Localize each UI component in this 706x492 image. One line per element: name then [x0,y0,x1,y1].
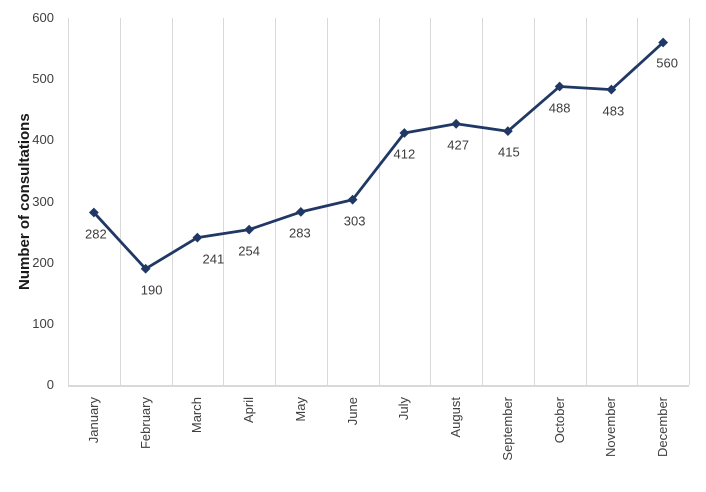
data-point-marker [192,232,203,243]
data-point-label: 488 [548,100,571,115]
data-point-label: 283 [289,225,311,241]
y-axis-tick-label: 600 [32,10,54,25]
x-axis-category-label: February [137,397,153,450]
data-point-marker [606,84,617,95]
data-point-marker [244,224,255,235]
data-point-label: 412 [393,146,416,162]
category-gridline [119,18,121,385]
x-axis-category-label: January [85,397,101,444]
data-point-label: 303 [343,213,366,229]
category-gridline [326,18,328,385]
x-axis-category-label: November [603,397,619,457]
data-point-marker [88,207,99,218]
data-point-marker [399,128,410,138]
data-point-label: 415 [498,144,520,160]
x-axis-category-label: May [292,397,308,422]
y-axis-tick-label: 100 [32,315,54,331]
category-gridline [585,18,587,385]
data-point-marker [658,37,669,48]
y-axis-tick-label: 500 [32,71,54,87]
y-axis-tick-label: 300 [32,193,54,209]
data-point-label: 483 [602,103,625,119]
data-point-label: 241 [202,251,225,267]
category-gridline [533,18,535,385]
x-axis-category-label: April [241,397,257,424]
category-gridline [637,18,639,385]
data-point-marker [140,263,151,274]
data-point-label: 560 [656,55,678,71]
data-point-label: 190 [140,282,163,298]
x-axis-line [68,385,689,387]
data-point-marker [451,118,462,129]
y-axis-tick-label: 0 [46,377,54,392]
category-gridline [171,18,173,385]
data-point-marker [554,81,565,92]
category-gridline [482,18,483,385]
category-gridline [689,18,690,385]
category-gridline [275,18,276,385]
data-point-marker [347,194,358,205]
data-point-label: 427 [447,137,469,153]
data-point-marker [502,126,513,137]
x-axis-category-label: September [499,397,515,461]
y-axis-tick-label: 200 [32,254,54,270]
y-axis-title: Number of consultations [16,113,33,290]
x-axis-category-label: August [448,397,464,438]
category-gridline [430,18,432,385]
data-point-label: 282 [85,226,107,241]
category-gridline [68,18,69,385]
x-axis-category-label: December [655,397,671,457]
data-point-marker [295,206,306,217]
x-axis-category-label: July [396,397,412,421]
x-axis-category-label: March [189,397,205,434]
category-gridline [223,18,225,385]
x-axis-category-label: October [551,397,567,444]
category-gridline [378,18,380,385]
y-axis-tick-label: 400 [32,132,54,148]
series-line [92,41,665,271]
x-axis-category-label: June [344,397,360,426]
data-point-label: 254 [238,243,260,259]
